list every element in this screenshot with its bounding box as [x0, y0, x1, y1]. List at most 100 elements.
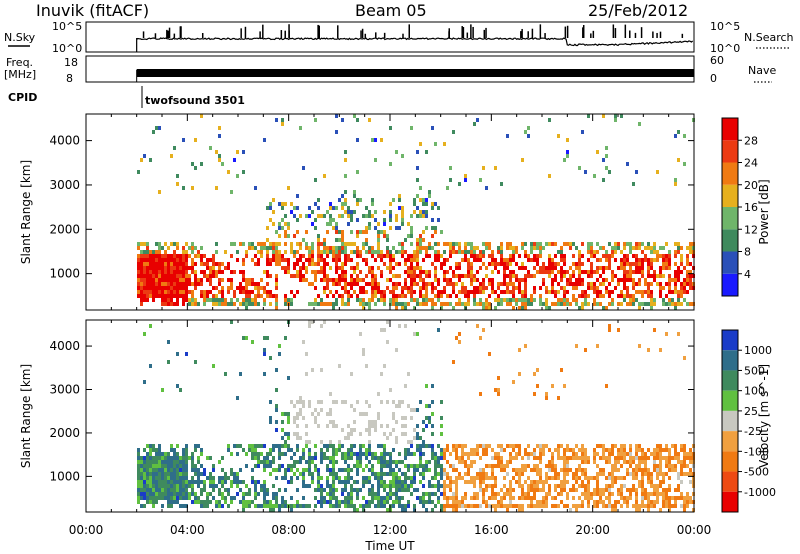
heatmap-cell: [392, 448, 395, 452]
colorbar-tick-label: 20: [744, 179, 758, 192]
heatmap-cell: [221, 302, 224, 306]
heatmap-cell: [266, 238, 269, 242]
heatmap-cell: [671, 496, 674, 500]
heatmap-cell: [662, 274, 665, 278]
heatmap-cell: [515, 444, 518, 448]
heatmap-cell: [200, 500, 203, 504]
heatmap-cell: [581, 278, 584, 282]
heatmap-cell: [284, 468, 287, 472]
heatmap-cell: [680, 496, 683, 500]
heatmap-cell: [449, 476, 452, 480]
heatmap-cell: [512, 444, 515, 448]
heatmap-cell: [620, 492, 623, 496]
heatmap-cell: [149, 496, 152, 500]
heatmap-cell: [596, 444, 599, 448]
heatmap-cell: [275, 278, 278, 282]
heatmap-cell: [194, 496, 197, 500]
heatmap-cell: [608, 460, 611, 464]
heatmap-cell: [281, 420, 284, 424]
heatmap-cell: [422, 294, 425, 298]
heatmap-cell: [596, 452, 599, 456]
heatmap-cell: [284, 432, 287, 436]
heatmap-cell: [659, 456, 662, 460]
heatmap-cell: [443, 484, 446, 488]
heatmap-cell: [611, 254, 614, 258]
heatmap-cell: [500, 258, 503, 262]
heatmap-cell: [284, 202, 287, 206]
heatmap-cell: [647, 492, 650, 496]
heatmap-cell: [269, 448, 272, 452]
heatmap-cell: [182, 262, 185, 266]
heatmap-cell: [539, 298, 542, 302]
heatmap-cell: [542, 480, 545, 484]
heatmap-cell: [443, 504, 446, 508]
heatmap-cell: [482, 306, 485, 310]
heatmap-cell: [326, 412, 329, 416]
heatmap-cell: [245, 286, 248, 290]
heatmap-cell: [644, 496, 647, 500]
heatmap-cell: [170, 270, 173, 274]
heatmap-cell: [572, 254, 575, 258]
heatmap-cell: [539, 246, 542, 250]
heatmap-cell: [143, 492, 146, 496]
heatmap-cell: [248, 448, 251, 452]
heatmap-cell: [482, 328, 485, 332]
heatmap-cell: [653, 242, 656, 246]
heatmap-cell: [137, 246, 140, 250]
heatmap-cell: [137, 492, 140, 496]
heatmap-cell: [470, 480, 473, 484]
heatmap-cell: [284, 412, 287, 416]
heatmap-cell: [431, 286, 434, 290]
heatmap-cell: [344, 286, 347, 290]
heatmap-cell: [590, 492, 593, 496]
heatmap-cell: [320, 298, 323, 302]
heatmap-cell: [170, 242, 173, 246]
heatmap-cell: [239, 468, 242, 472]
heatmap-cell: [410, 476, 413, 480]
heatmap-cell: [428, 274, 431, 278]
heatmap-cell: [302, 504, 305, 508]
heatmap-cell: [476, 246, 479, 250]
heatmap-cell: [386, 250, 389, 254]
heatmap-cell: [470, 476, 473, 480]
heatmap-cell: [218, 488, 221, 492]
heatmap-cell: [533, 484, 536, 488]
heatmap-cell: [242, 278, 245, 282]
heatmap-cell: [317, 258, 320, 262]
heatmap-cell: [590, 496, 593, 500]
heatmap-cell: [350, 500, 353, 504]
heatmap-cell: [491, 258, 494, 262]
heatmap-cell: [683, 448, 686, 452]
heatmap-cell: [224, 250, 227, 254]
heatmap-cell: [611, 444, 614, 448]
heatmap-cell: [170, 500, 173, 504]
heatmap-cell: [350, 242, 353, 246]
heatmap-cell: [383, 254, 386, 258]
heatmap-cell: [431, 448, 434, 452]
heatmap-cell: [275, 274, 278, 278]
heatmap-cell: [398, 242, 401, 246]
heatmap-cell: [269, 356, 272, 360]
heatmap-cell: [548, 468, 551, 472]
heatmap-cell: [626, 468, 629, 472]
heatmap-cell: [689, 242, 692, 246]
heatmap-cell: [245, 282, 248, 286]
heatmap-cell: [422, 472, 425, 476]
heatmap-cell: [272, 250, 275, 254]
heatmap-cell: [617, 476, 620, 480]
heatmap-cell: [221, 504, 224, 508]
heatmap-cell: [137, 496, 140, 500]
heatmap-cell: [260, 246, 263, 250]
heatmap-cell: [575, 298, 578, 302]
heatmap-cell: [329, 408, 332, 412]
heatmap-cell: [326, 278, 329, 282]
heatmap-cell: [593, 270, 596, 274]
heatmap-cell: [311, 246, 314, 250]
heatmap-cell: [527, 476, 530, 480]
heatmap-cell: [257, 492, 260, 496]
heatmap-cell: [275, 242, 278, 246]
heatmap-cell: [179, 468, 182, 472]
heatmap-cell: [650, 492, 653, 496]
heatmap-cell: [185, 484, 188, 488]
heatmap-cell: [626, 258, 629, 262]
